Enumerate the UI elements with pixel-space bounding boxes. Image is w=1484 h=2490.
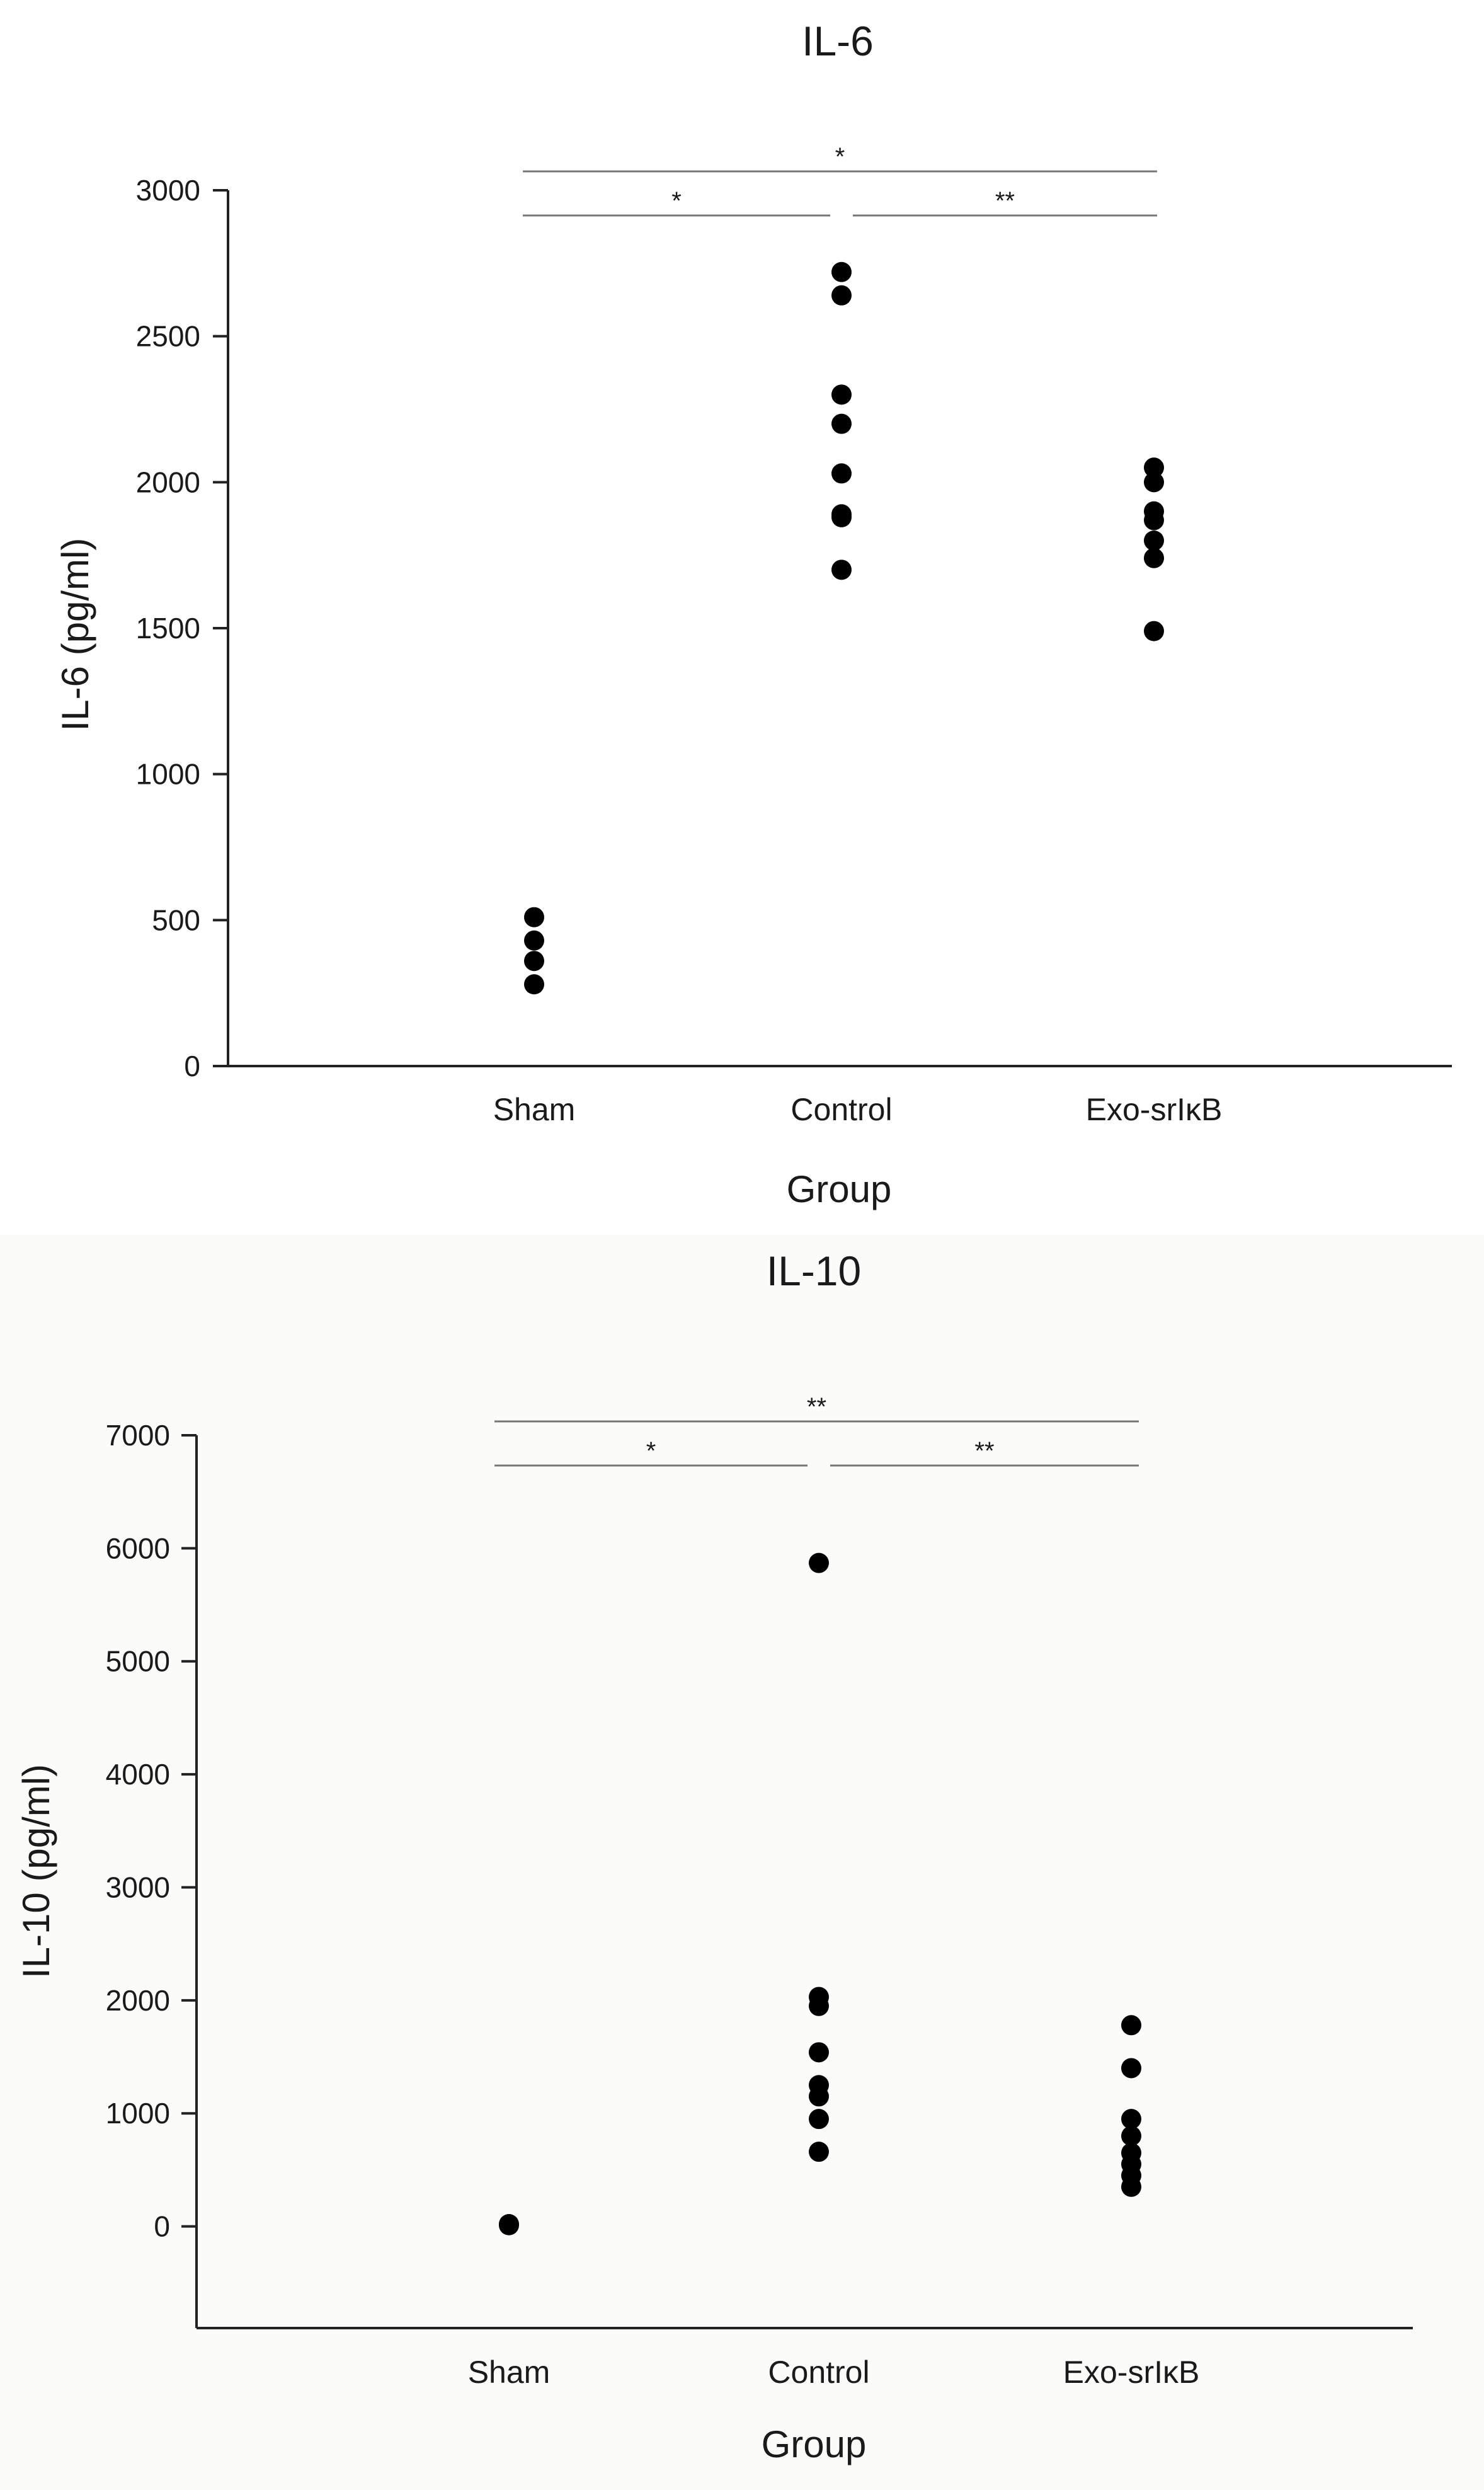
il6-chart-panel: IL-6 IL-6 (pg/ml) Group 0 500 1000 1500 2000… xyxy=(0,0,1484,1235)
significance-label: * xyxy=(646,1437,656,1465)
x-category-label: Sham xyxy=(493,1092,576,1127)
y-tick-label: 3000 xyxy=(106,1871,170,1903)
data-point xyxy=(1144,457,1164,478)
y-tick-label: 3000 xyxy=(136,174,200,207)
y-tick-label: 1000 xyxy=(136,758,200,791)
x-category-label: Sham xyxy=(468,2355,551,2390)
y-tick-label: 1500 xyxy=(136,612,200,645)
y-tick-label: 2000 xyxy=(106,1984,170,2017)
data-point xyxy=(809,2042,829,2063)
y-tick-label: 1000 xyxy=(106,2097,170,2130)
il10-chart-svg: IL-10 IL-10 (pg/ml) Group 0 1000 2000 3000 4… xyxy=(15,1248,1413,2465)
data-point xyxy=(1121,2015,1141,2036)
data-point xyxy=(524,930,544,951)
chart-title: IL-10 xyxy=(767,1248,861,1294)
data-point xyxy=(809,2075,829,2096)
y-tick-label: 500 xyxy=(152,904,200,936)
data-point xyxy=(831,261,852,282)
data-point xyxy=(809,2109,829,2130)
data-point xyxy=(524,951,544,972)
y-tick-label: 2000 xyxy=(136,466,200,498)
data-point xyxy=(831,504,852,525)
x-category-label: Control xyxy=(791,1092,892,1127)
y-tick-label: 4000 xyxy=(106,1758,170,1791)
data-point xyxy=(1121,2058,1141,2079)
data-point xyxy=(1144,531,1164,551)
data-point xyxy=(831,559,852,580)
data-point xyxy=(1121,2109,1141,2130)
data-point xyxy=(809,1987,829,2007)
y-tick-label: 7000 xyxy=(106,1419,170,1452)
y-tick-label: 2500 xyxy=(136,320,200,353)
data-point xyxy=(809,1552,829,1573)
il6-chart-svg: IL-6 IL-6 (pg/ml) Group 0 500 1000 1500 2000… xyxy=(54,18,1452,1210)
data-point xyxy=(831,285,852,306)
y-tick-label: 0 xyxy=(184,1050,200,1082)
y-tick-label: 5000 xyxy=(106,1645,170,1678)
chart-title: IL-6 xyxy=(802,18,874,64)
significance-label: * xyxy=(835,143,845,171)
y-axis-title: IL-6 (pg/ml) xyxy=(54,538,96,732)
y-axis-title: IL-10 (pg/ml) xyxy=(15,1764,57,1978)
data-point xyxy=(1144,501,1164,522)
data-point xyxy=(1144,621,1164,641)
significance-label: ** xyxy=(807,1393,826,1421)
data-point xyxy=(1121,2142,1141,2163)
data-point xyxy=(831,413,852,434)
y-tick-label: 0 xyxy=(154,2210,170,2243)
data-point xyxy=(524,974,544,995)
data-point xyxy=(1121,2126,1141,2147)
x-category-label: Control xyxy=(768,2355,869,2390)
x-category-label: Exo-srIκB xyxy=(1086,1092,1223,1127)
data-point xyxy=(1144,472,1164,493)
data-point xyxy=(1144,548,1164,568)
il10-chart-panel: IL-10 IL-10 (pg/ml) Group 0 1000 2000 3000 4… xyxy=(0,1235,1484,2490)
significance-label: * xyxy=(671,187,682,215)
data-point xyxy=(524,907,544,927)
significance-label: ** xyxy=(995,187,1015,215)
data-point xyxy=(831,384,852,405)
data-point xyxy=(831,463,852,484)
x-category-label: Exo-srIκB xyxy=(1063,2355,1200,2390)
data-point xyxy=(499,2213,519,2234)
significance-label: ** xyxy=(974,1437,994,1465)
data-point xyxy=(809,2142,829,2162)
x-axis-title: Group xyxy=(762,2423,867,2465)
x-axis-title: Group xyxy=(787,1168,892,1210)
y-tick-label: 6000 xyxy=(106,1532,170,1564)
